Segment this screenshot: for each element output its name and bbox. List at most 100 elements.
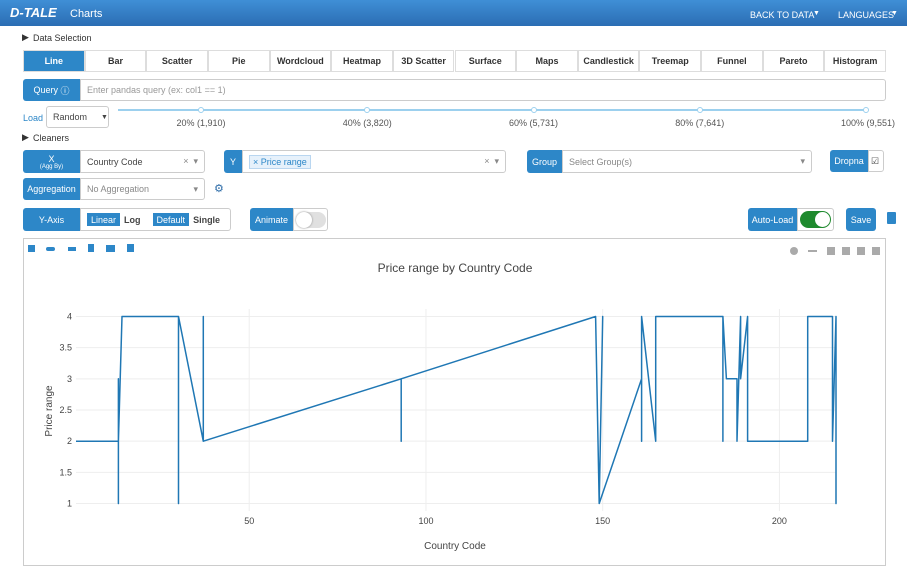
caret: ▼ — [891, 10, 898, 17]
y-tick-label: 1.5 — [59, 467, 72, 477]
x-label: X (Agg By) — [23, 150, 80, 173]
plot-tools — [790, 247, 880, 255]
tool-icon[interactable] — [872, 247, 880, 255]
y-axis-options: Linear Log Default Single — [80, 208, 231, 231]
y-axis-label: Y-Axis — [23, 208, 80, 231]
option[interactable]: Linear — [87, 213, 121, 226]
option[interactable]: Default — [152, 213, 190, 226]
nav-link[interactable]: BACK TO DATA — [750, 10, 815, 20]
option[interactable]: Log — [124, 214, 141, 225]
y-tick-label: 2 — [67, 436, 72, 446]
slider-label: 40% (3,820) — [342, 118, 392, 128]
caret: ▼ — [813, 10, 820, 17]
toggle-arrow: ▶ — [22, 132, 29, 142]
value: Random — [53, 112, 88, 122]
tab[interactable]: Surface — [454, 50, 517, 72]
load-label: Load — [23, 113, 44, 123]
slider-label: 20% (1,910) — [176, 118, 226, 128]
y-tick-label: 2.5 — [59, 405, 72, 415]
export-icon[interactable] — [887, 212, 896, 224]
tool-icon[interactable] — [88, 244, 94, 252]
label: Group — [531, 156, 557, 167]
y-tick-label: 3 — [67, 374, 72, 384]
tool-icon[interactable] — [790, 247, 798, 255]
tab[interactable]: Pie — [207, 50, 270, 72]
x-tick-label: 200 — [772, 516, 787, 526]
x-axis-title: Country Code — [424, 541, 486, 552]
tool-icon[interactable] — [106, 245, 115, 252]
tool-icon[interactable] — [127, 244, 134, 252]
toggle-arrow: ▶ — [22, 32, 29, 42]
tool-icon[interactable] — [46, 247, 55, 251]
label: Query — [33, 85, 58, 95]
tab[interactable]: Bar — [84, 50, 147, 72]
animate-toggle[interactable] — [293, 208, 328, 231]
tool-icon[interactable] — [857, 247, 865, 255]
load-select[interactable]: Random ▼ — [46, 106, 109, 128]
query-label: Query ⓘ — [23, 79, 80, 101]
label: Y — [229, 156, 236, 167]
value: Country Code — [87, 156, 143, 167]
tab[interactable]: Candlestick — [577, 50, 640, 72]
dropna-checkbox[interactable]: ☑ — [868, 150, 884, 172]
tab[interactable]: Treemap — [639, 50, 702, 72]
animate-label: Animate — [250, 208, 293, 231]
label: Animate — [254, 214, 289, 225]
section-title[interactable]: Data Selection — [33, 33, 92, 43]
auto-load-toggle[interactable] — [797, 208, 834, 231]
label: Dropna — [834, 156, 864, 166]
label: Save — [850, 214, 872, 225]
y-tick-label: 3.5 — [59, 343, 72, 353]
tab[interactable]: Histogram — [824, 50, 886, 72]
y-tick-label: 4 — [67, 311, 72, 321]
value: No Aggregation — [87, 184, 150, 194]
option[interactable]: Single — [193, 214, 221, 225]
slider-label: 60% (5,731) — [508, 118, 559, 128]
tool-icon[interactable] — [28, 245, 35, 252]
x-select[interactable]: Country Code × ▾ — [80, 150, 205, 173]
tab[interactable]: Wordcloud — [269, 50, 332, 72]
nav-link[interactable]: LANGUAGES — [838, 10, 895, 20]
aggregation-select[interactable]: No Aggregation ▾ — [80, 178, 205, 200]
save-button[interactable]: Save — [846, 208, 876, 231]
slider-dot[interactable] — [696, 107, 703, 113]
tab[interactable]: 3D Scatter — [392, 50, 455, 72]
tab[interactable]: Funnel — [701, 50, 763, 72]
page-title: Charts — [70, 8, 103, 20]
tab[interactable]: Line — [23, 50, 85, 72]
slider-label: 80% (7,641) — [675, 118, 725, 128]
tab[interactable]: Scatter — [146, 50, 208, 72]
section-title[interactable]: Cleaners — [33, 133, 70, 143]
tool-icon[interactable] — [827, 247, 835, 255]
slider-dot[interactable] — [364, 107, 371, 113]
header: D-TALE Charts BACK TO DATA ▼ LANGUAGES ▼ — [0, 0, 907, 26]
query-input[interactable]: Enter pandas query (ex: col1 == 1) — [80, 79, 886, 101]
placeholder: Enter pandas query (ex: col1 == 1) — [87, 85, 226, 95]
settings-icon[interactable]: ⚙ — [214, 183, 224, 195]
group-label: Group — [527, 150, 562, 173]
slider-label: 100% (9,551) — [841, 118, 896, 128]
placeholder: Select Group(s) — [569, 156, 633, 167]
x-tick-label: 50 — [244, 516, 254, 526]
tab[interactable]: Maps — [516, 50, 578, 72]
brand: D-TALE — [10, 5, 57, 20]
sublabel: (Agg By) — [39, 163, 64, 170]
y-select[interactable]: × Price range × ▾ — [242, 150, 506, 173]
y-label: Y — [224, 150, 242, 173]
slider-dot[interactable] — [863, 107, 869, 113]
chip[interactable]: × Price range — [249, 154, 311, 169]
tool-icon[interactable] — [808, 250, 817, 252]
slider-dot[interactable] — [198, 107, 204, 113]
tool-icon[interactable] — [842, 247, 850, 255]
tab[interactable]: Heatmap — [331, 50, 393, 72]
dropna-label: Dropna — [830, 150, 868, 172]
label: Auto-Load — [751, 214, 794, 225]
tab[interactable]: Pareto — [762, 50, 825, 72]
y-axis-title: Price range — [44, 385, 55, 437]
chart-title: Price range by Country Code — [378, 261, 533, 275]
x-tick-label: 150 — [595, 516, 610, 526]
tool-icon[interactable] — [68, 247, 76, 251]
slider-track — [118, 109, 868, 111]
slider-dot[interactable] — [530, 107, 537, 113]
group-select[interactable]: Select Group(s) ▾ — [562, 150, 812, 173]
